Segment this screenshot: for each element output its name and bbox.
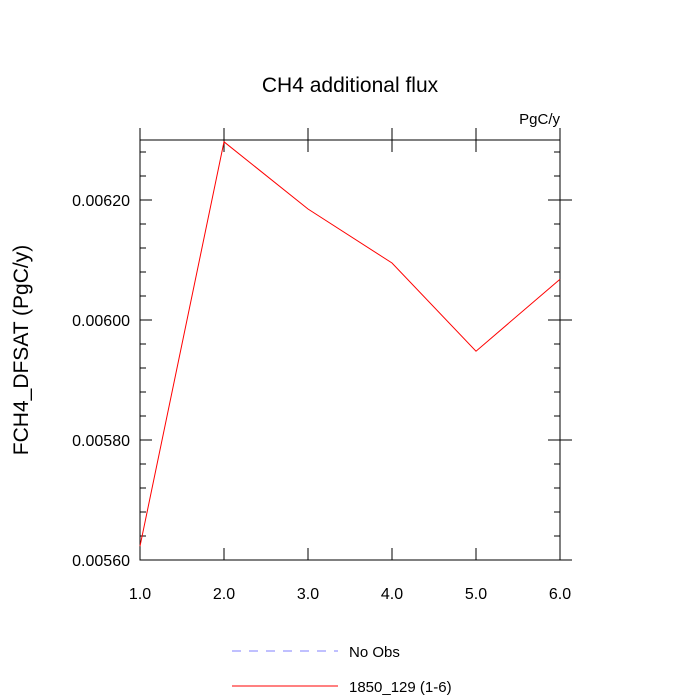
x-tick-label: 2.0: [213, 586, 235, 603]
legend: No Obs 1850_129 (1-6): [232, 644, 452, 696]
axis-ticks: 1.0 2.0 3.0 4.0 5.0 6.0 0.00560 0.00580 0.00600 0…: [72, 128, 572, 603]
chart-title: CH4 additional flux: [262, 74, 439, 97]
plot-frame: [139, 139, 561, 561]
legend-label-1: 1850_129 (1-6): [349, 679, 452, 696]
y-tick-label: 0.00620: [72, 193, 130, 210]
y-axis-label: FCH4_DFSAT (PgC/y): [10, 245, 33, 455]
x-tick-label: 1.0: [129, 586, 151, 603]
series-line-0: [139, 140, 561, 547]
x-tick-label: 3.0: [297, 586, 319, 603]
y-tick-label: 0.00600: [72, 313, 130, 330]
x-tick-label: 6.0: [549, 586, 571, 603]
legend-label-0: No Obs: [349, 644, 400, 661]
x-tick-label: 4.0: [381, 586, 403, 603]
series-group: [139, 140, 561, 547]
x-tick-label: 5.0: [465, 586, 487, 603]
units-label: PgC/y: [519, 111, 560, 128]
y-tick-label: 0.00560: [72, 553, 130, 570]
y-tick-label: 0.00580: [72, 433, 130, 450]
